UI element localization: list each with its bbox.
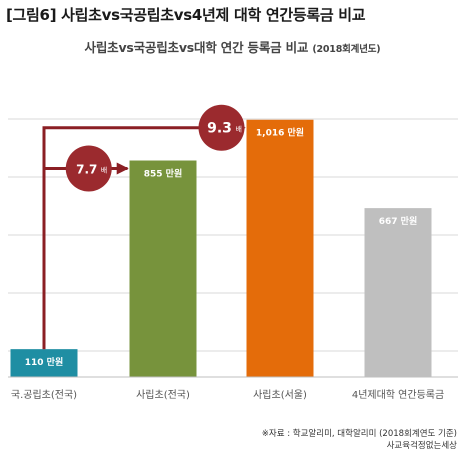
- data-label: 110 만원: [25, 356, 63, 368]
- source-line-1: ※자료 : 학교알리미, 대학알리미 (2018회계연도 기준): [261, 429, 457, 439]
- ratio-circle: [198, 104, 245, 151]
- source-note: ※자료 : 학교알리미, 대학알리미 (2018회계연도 기준) 사교육걱정없는…: [262, 428, 457, 452]
- bar: [129, 160, 197, 377]
- data-label: 667 만원: [379, 215, 417, 227]
- chart-title-main: 사립초vs국공립초vs대학 연간 등록금 비교: [84, 40, 309, 55]
- chart-title: 사립초vs국공립초vs대학 연간 등록금 비교 (2018회계년도): [0, 37, 465, 56]
- ratio-circle: [65, 145, 112, 192]
- ratio-label: 9.3: [207, 121, 232, 137]
- data-label: 855 만원: [144, 168, 182, 180]
- chart-subtitle: (2018회계년도): [312, 44, 381, 55]
- data-label: 1,016 만원: [256, 127, 304, 139]
- bar: [364, 208, 432, 377]
- source-line-2: 사교육걱정없는세상: [386, 441, 457, 451]
- ratio-label: 7.7: [76, 163, 97, 177]
- bar: [10, 349, 78, 377]
- x-tick-label: 사립초(전국): [136, 388, 190, 401]
- bar: [246, 119, 314, 377]
- x-tick-label: 사립초(서울): [253, 388, 307, 401]
- annotation-arrow: [42, 162, 129, 350]
- ratio-suffix: 배: [236, 125, 242, 134]
- annotation-arrow: [42, 121, 246, 350]
- ratio-suffix: 배: [101, 166, 107, 175]
- x-tick-label: 4년제대학 연간등록금: [352, 389, 444, 401]
- x-tick-label: 국.공립초(전국): [11, 388, 77, 401]
- figure-title: [그림6] 사립초vs국공립초vs4년제 대학 연간등록금 비교: [6, 6, 366, 24]
